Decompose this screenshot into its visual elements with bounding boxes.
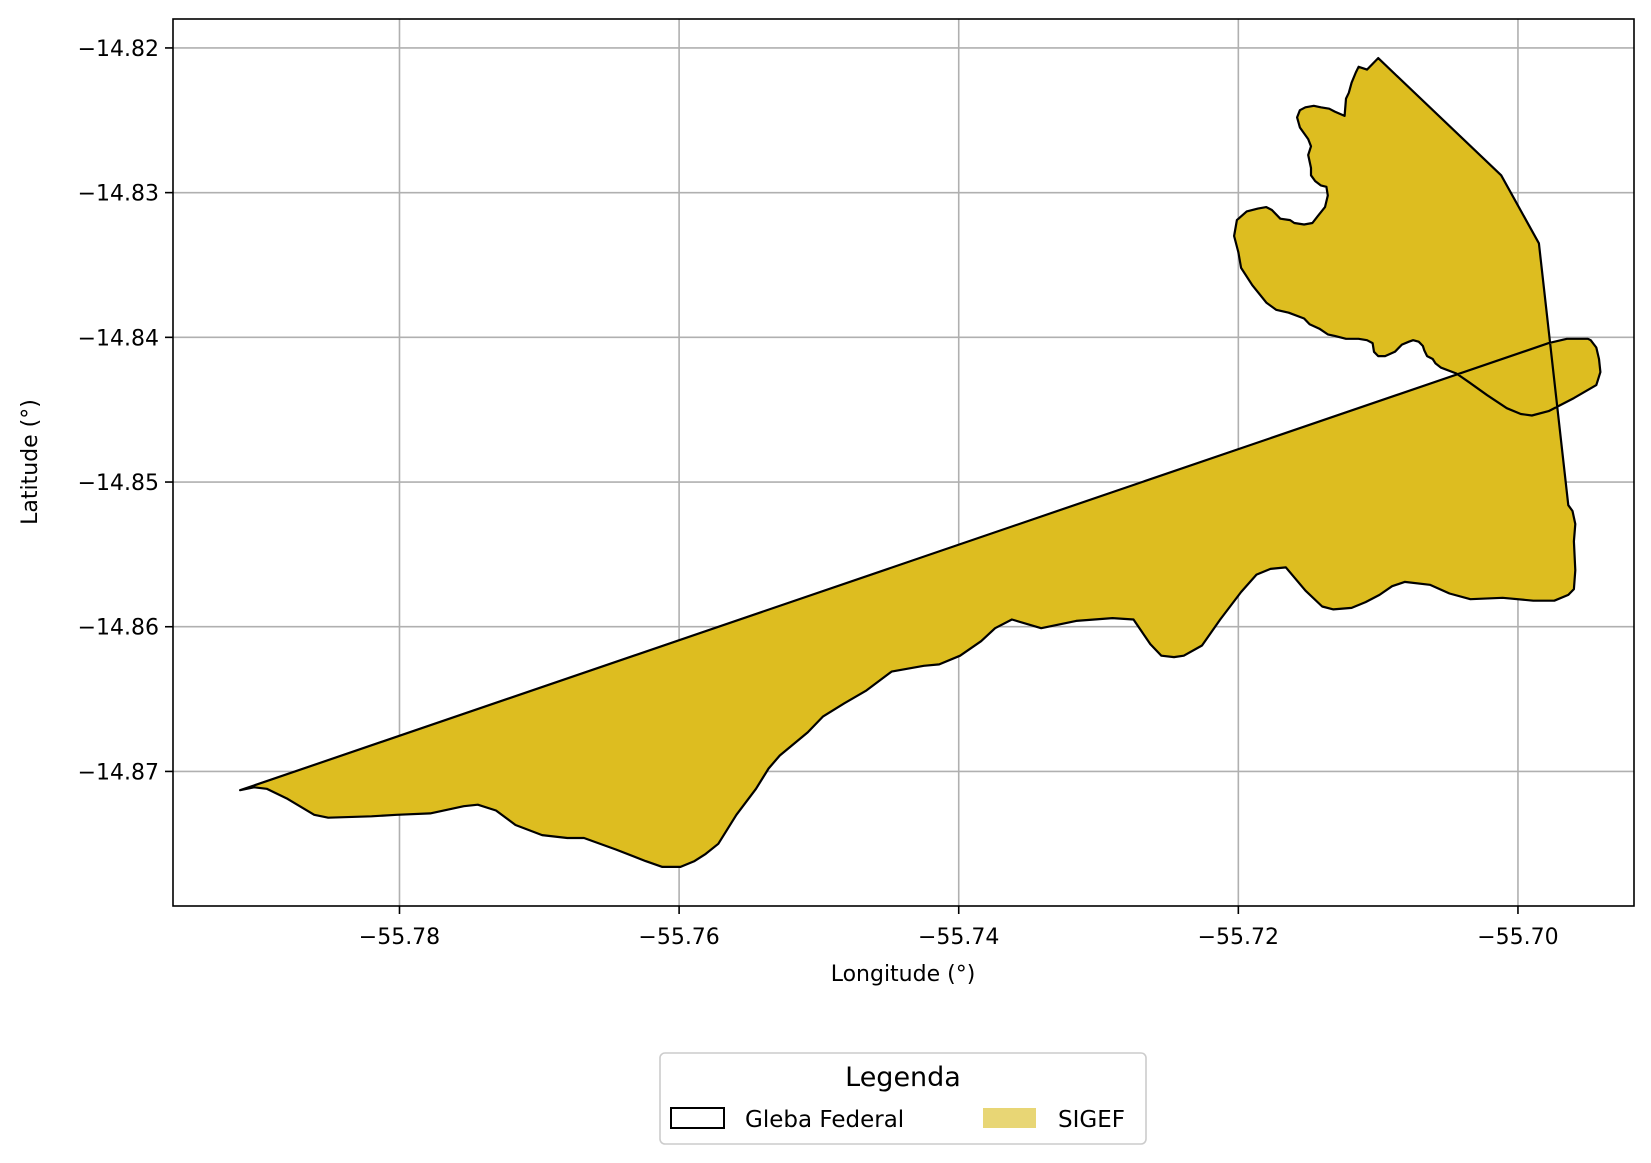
y-tick-label: −14.84 [78, 326, 159, 351]
sigef-area-polygon [239, 57, 1602, 868]
y-axis-ticks: −14.82 −14.83 −14.84 −14.85 −14.86 −14.87 [78, 37, 173, 785]
y-tick-label: −14.86 [78, 616, 159, 641]
y-tick-label: −14.82 [78, 37, 159, 62]
legend-label-gleba-federal: Gleba Federal [745, 1107, 904, 1133]
x-tick-label: −55.76 [638, 925, 719, 950]
x-axis-ticks: −55.78 −55.76 −55.74 −55.72 −55.70 [359, 906, 1559, 950]
y-axis-label: Latitude (°) [18, 399, 43, 525]
legend-swatch-sigef [983, 1108, 1036, 1128]
x-axis-label: Longitude (°) [831, 962, 976, 987]
legend-title: Legenda [845, 1062, 961, 1093]
x-tick-label: −55.70 [1477, 925, 1558, 950]
y-tick-label: −14.87 [78, 760, 159, 785]
x-tick-label: −55.78 [359, 925, 440, 950]
x-tick-label: −55.74 [918, 925, 999, 950]
y-tick-label: −14.85 [78, 471, 159, 496]
legend-label-sigef: SIGEF [1058, 1107, 1125, 1133]
y-tick-label: −14.83 [78, 182, 159, 207]
legend: Legenda Gleba Federal SIGEF [659, 1052, 1147, 1145]
axes-frame [172, 18, 1635, 907]
x-tick-label: −55.72 [1198, 925, 1279, 950]
legend-swatch-gleba-federal [670, 1107, 725, 1129]
